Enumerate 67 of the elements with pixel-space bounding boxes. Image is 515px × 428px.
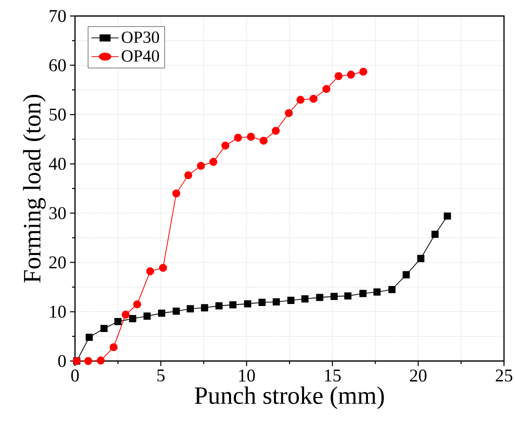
point — [359, 68, 368, 76]
point — [100, 324, 108, 332]
y-tick-label: 30 — [49, 207, 66, 220]
y-tick-label: 40 — [48, 158, 66, 170]
point — [234, 134, 242, 142]
point — [184, 171, 192, 180]
y-tick-label: 20 — [49, 256, 66, 268]
point — [244, 300, 252, 308]
point — [287, 296, 294, 304]
point — [122, 310, 130, 319]
point — [129, 315, 136, 322]
point — [310, 94, 318, 103]
y-tick-label: 10 — [50, 306, 66, 318]
point — [229, 301, 236, 308]
point — [402, 271, 410, 278]
point — [330, 292, 338, 300]
y-tick-label: 50 — [50, 108, 66, 121]
point — [296, 96, 304, 104]
point — [388, 286, 396, 294]
point — [86, 334, 93, 341]
point — [172, 308, 180, 315]
x-tick-label: 25 — [496, 370, 512, 382]
point — [373, 288, 381, 296]
point — [284, 109, 293, 118]
point — [146, 267, 154, 276]
point — [196, 162, 205, 170]
point — [272, 126, 280, 135]
point — [209, 158, 218, 166]
y-axis-title: Forming load (ton) — [23, 94, 46, 283]
point — [444, 212, 451, 220]
point — [159, 264, 168, 272]
point — [260, 136, 268, 145]
y-tick-label: 70 — [50, 10, 66, 22]
point — [84, 357, 92, 365]
point — [172, 189, 180, 198]
point — [96, 356, 105, 364]
point — [344, 292, 352, 300]
y-tick-label: 60 — [49, 59, 66, 72]
point — [431, 230, 439, 238]
x-tick-label: 15 — [325, 370, 341, 382]
point — [186, 305, 194, 312]
x-tick-label: 0 — [71, 370, 79, 382]
point — [359, 290, 367, 298]
x-tick-label: 5 — [157, 370, 165, 382]
y-tick-label: 0 — [58, 354, 66, 368]
point — [215, 302, 223, 310]
point — [143, 312, 151, 320]
point — [110, 343, 118, 352]
point — [246, 132, 255, 141]
point — [133, 300, 142, 308]
point — [346, 70, 355, 79]
point — [158, 310, 166, 317]
point — [200, 304, 208, 312]
point — [417, 254, 424, 262]
point — [258, 298, 266, 306]
point — [334, 72, 343, 80]
point — [301, 295, 309, 302]
point — [272, 298, 280, 306]
x-axis-title: Punch stroke (mm) — [194, 386, 384, 410]
point — [316, 294, 324, 302]
point — [114, 318, 122, 326]
point — [322, 84, 330, 93]
x-tick-label: 10 — [239, 370, 255, 382]
legend-label: OP40 — [122, 50, 160, 62]
point — [221, 142, 230, 150]
legend-label: OP30 — [122, 32, 160, 43]
x-tick-label: 20 — [410, 370, 426, 382]
